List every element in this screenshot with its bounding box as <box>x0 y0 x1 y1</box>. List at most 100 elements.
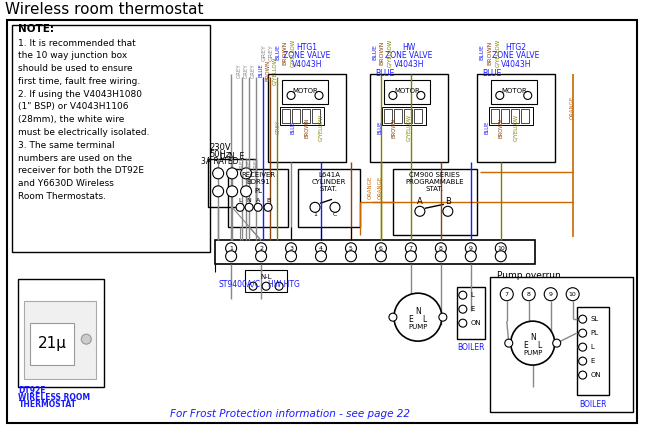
Text: V4043H: V4043H <box>501 60 531 69</box>
Text: GREY: GREY <box>239 156 244 171</box>
Text: BLUE: BLUE <box>479 45 484 60</box>
Bar <box>208 160 256 207</box>
Text: BOILER: BOILER <box>579 400 606 409</box>
Text: E: E <box>523 341 528 350</box>
Circle shape <box>579 315 587 323</box>
Text: 6: 6 <box>379 246 383 251</box>
Text: PL: PL <box>591 330 599 336</box>
Text: MOTOR: MOTOR <box>501 89 526 94</box>
Text: ON: ON <box>591 372 601 378</box>
Text: GREY: GREY <box>268 44 273 61</box>
Bar <box>282 110 290 123</box>
Text: SL: SL <box>591 316 599 322</box>
Text: C: C <box>333 212 337 217</box>
Bar <box>394 110 402 123</box>
Bar <box>298 169 360 227</box>
Circle shape <box>213 168 224 179</box>
Text: PUMP: PUMP <box>408 324 428 330</box>
Text: and Y6630D Wireless: and Y6630D Wireless <box>19 179 114 188</box>
Circle shape <box>346 243 357 254</box>
Circle shape <box>544 288 557 301</box>
Bar <box>457 287 485 339</box>
Bar <box>501 110 509 123</box>
Text: BLUE: BLUE <box>482 69 501 78</box>
Text: numbers are used on the: numbers are used on the <box>19 154 132 163</box>
Circle shape <box>435 251 446 262</box>
Text: BLUE: BLUE <box>275 45 281 60</box>
Text: B: B <box>445 197 451 206</box>
Bar <box>384 80 430 105</box>
Circle shape <box>264 203 272 211</box>
Text: ORANGE: ORANGE <box>368 176 372 199</box>
Circle shape <box>566 288 579 301</box>
Text: L: L <box>422 315 427 324</box>
Text: PUMP: PUMP <box>523 350 542 356</box>
Text: E: E <box>471 306 475 312</box>
Text: G/YELLOW: G/YELLOW <box>513 114 518 141</box>
Bar <box>215 240 535 264</box>
Text: GREY: GREY <box>244 63 249 78</box>
Text: N: N <box>247 198 252 203</box>
Circle shape <box>315 92 323 99</box>
Text: 21µ: 21µ <box>38 336 67 350</box>
Text: L: L <box>471 292 475 298</box>
Circle shape <box>553 339 561 347</box>
Text: 1: 1 <box>313 212 317 217</box>
Circle shape <box>505 339 513 347</box>
Text: B: B <box>266 198 270 203</box>
Text: 3A RATED: 3A RATED <box>201 157 239 166</box>
Circle shape <box>579 329 587 337</box>
Circle shape <box>496 92 504 99</box>
Circle shape <box>439 313 447 321</box>
Text: GREY: GREY <box>237 63 242 78</box>
Circle shape <box>417 92 425 99</box>
Text: ORANGE: ORANGE <box>570 96 575 119</box>
Bar <box>491 80 537 105</box>
Text: BLUE: BLUE <box>290 121 295 134</box>
Text: ZONE VALVE: ZONE VALVE <box>492 51 539 60</box>
Circle shape <box>310 202 320 212</box>
Text: BROWN: BROWN <box>487 40 492 65</box>
Text: ZONE VALVE: ZONE VALVE <box>283 51 331 60</box>
Circle shape <box>255 243 266 254</box>
Text: HTG1: HTG1 <box>297 42 317 51</box>
Bar <box>577 307 609 395</box>
Text: PROGRAMMABLE: PROGRAMMABLE <box>406 179 464 186</box>
Text: BROWN: BROWN <box>392 117 397 138</box>
Circle shape <box>315 251 326 262</box>
Text: STAT.: STAT. <box>426 186 444 192</box>
Circle shape <box>459 291 467 299</box>
Circle shape <box>495 251 506 262</box>
Text: WIRELESS ROOM: WIRELESS ROOM <box>19 392 90 401</box>
Bar <box>268 75 346 162</box>
Text: (1" BSP) or V4043H1106: (1" BSP) or V4043H1106 <box>19 102 129 111</box>
Circle shape <box>522 288 535 301</box>
Bar <box>302 110 310 123</box>
Text: N: N <box>415 307 421 316</box>
Text: (28mm), the white wire: (28mm), the white wire <box>19 115 124 124</box>
Text: A: A <box>256 198 260 203</box>
Text: 10: 10 <box>497 246 504 251</box>
Bar <box>490 277 633 412</box>
Circle shape <box>286 251 297 262</box>
Bar <box>404 110 412 123</box>
Text: HW: HW <box>402 42 415 51</box>
Bar <box>228 169 288 227</box>
Text: BDR91: BDR91 <box>246 179 270 186</box>
Text: GREY: GREY <box>276 120 281 135</box>
Circle shape <box>501 288 513 301</box>
Text: L641A: L641A <box>318 173 340 178</box>
Text: ST9400A/C: ST9400A/C <box>218 280 260 289</box>
Text: 4: 4 <box>319 246 323 251</box>
Text: ON: ON <box>471 320 481 326</box>
Text: G/YELLOW: G/YELLOW <box>388 38 392 67</box>
Bar <box>30 323 74 365</box>
Text: BROWN: BROWN <box>499 117 504 138</box>
Text: BLUE: BLUE <box>485 121 490 134</box>
Text: E: E <box>591 358 595 364</box>
Text: 9: 9 <box>549 292 553 297</box>
Text: CM900 SERIES: CM900 SERIES <box>410 173 461 178</box>
Text: 2: 2 <box>259 246 263 251</box>
Text: GREY: GREY <box>262 44 266 61</box>
Text: BROWN: BROWN <box>379 40 384 65</box>
